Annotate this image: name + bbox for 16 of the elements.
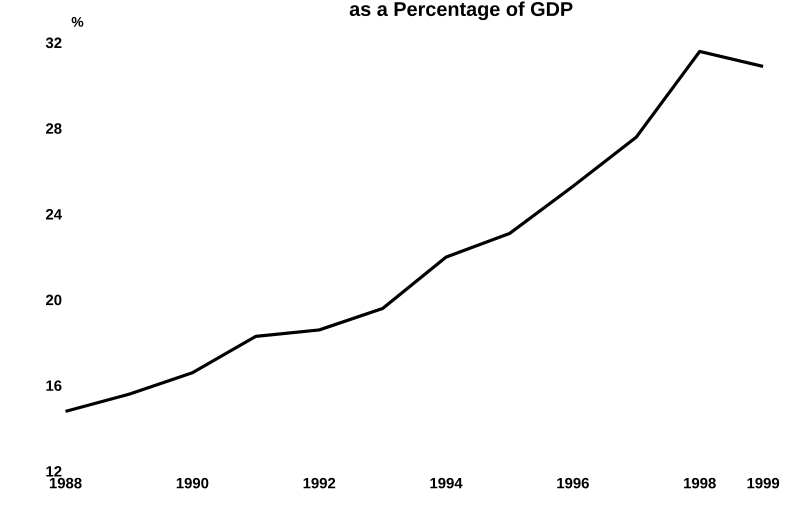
y-tick-label: 12 (46, 466, 62, 476)
x-tick-label: 1990 (176, 478, 208, 488)
line-series (64, 50, 765, 413)
chart-title: as a Percentage of GDP (350, 1, 572, 20)
x-tick-label: 1994 (430, 478, 463, 488)
y-tick-label: 28 (46, 123, 62, 134)
y-tick-label: 24 (46, 208, 62, 220)
y-tick-label: 32 (46, 37, 62, 48)
y-tick-label: 20 (46, 294, 62, 306)
y-axis-title: % (72, 16, 84, 27)
y-tick-label: 16 (46, 380, 62, 391)
x-tick-label: 1999 (747, 478, 780, 488)
x-tick-label: 1992 (304, 478, 336, 488)
x-tick-label: 1988 (50, 478, 82, 488)
x-tick-label: 1996 (557, 478, 589, 488)
x-tick-label: 1998 (684, 478, 716, 488)
